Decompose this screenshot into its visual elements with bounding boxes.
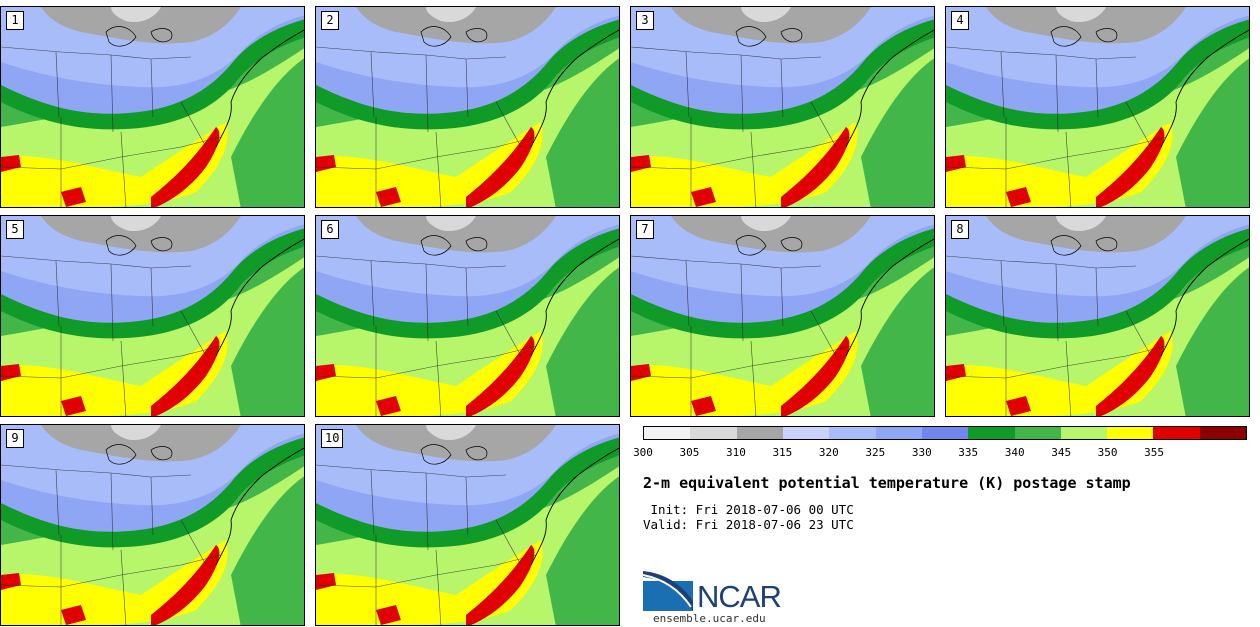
- colorbar-segment: [782, 427, 830, 439]
- map-panel-7: 7: [630, 215, 935, 417]
- map-panel-10: 10: [315, 424, 620, 626]
- panel-label: 7: [636, 220, 654, 239]
- colorbar-tick-label: 330: [911, 446, 932, 459]
- map-panel-8: 8: [945, 215, 1250, 417]
- map-image: [316, 425, 619, 625]
- panel-label: 1: [6, 11, 24, 30]
- colorbar-segment: [875, 427, 922, 439]
- colorbar-segment: [968, 427, 1015, 439]
- colorbar-tick-label: 310: [725, 446, 746, 459]
- map-image: [631, 216, 934, 416]
- colorbar-tick-label: 350: [1097, 446, 1118, 459]
- ncar-logo-text: NCAR: [697, 579, 782, 614]
- ncar-logo-icon: [643, 571, 693, 611]
- colorbar-segment: [1060, 427, 1108, 439]
- panel-label: 6: [321, 220, 339, 239]
- panel-label: 8: [951, 220, 969, 239]
- colorbar-segment: [644, 427, 691, 439]
- colorbar-segment: [1014, 427, 1061, 439]
- colorbar-tick-label: 315: [772, 446, 793, 459]
- colorbar-segment: [1199, 427, 1247, 439]
- colorbar-tick-label: 340: [1004, 446, 1025, 459]
- colorbar-tick-label: 345: [1051, 446, 1072, 459]
- ncar-url: ensemble.ucar.edu: [653, 612, 766, 625]
- map-panel-2: 2: [315, 6, 620, 208]
- colorbar-segment: [829, 427, 876, 439]
- colorbar: [643, 426, 1247, 440]
- panel-label: 3: [636, 11, 654, 30]
- colorbar-segment: [1153, 427, 1200, 439]
- map-panel-9: 9: [0, 424, 305, 626]
- colorbar-tick-label: 325: [865, 446, 886, 459]
- map-image: [316, 216, 619, 416]
- map-panel-6: 6: [315, 215, 620, 417]
- panel-label: 2: [321, 11, 339, 30]
- colorbar-ticks: 300 305 310 315 320 325 330 335 340 345 350 355: [633, 446, 1247, 460]
- map-image: [1, 216, 304, 416]
- init-time: Init: Fri 2018-07-06 00 UTC: [643, 502, 854, 517]
- map-image: [1, 425, 304, 625]
- colorbar-tick-label: 300: [633, 446, 653, 459]
- colorbar-segment: [921, 427, 969, 439]
- colorbar-tick-label: 355: [1144, 446, 1164, 459]
- panel-label: 10: [321, 429, 344, 448]
- map-panel-5: 5: [0, 215, 305, 417]
- panel-label: 5: [6, 220, 24, 239]
- map-panel-4: 4: [945, 6, 1250, 208]
- map-image: [946, 7, 1249, 207]
- colorbar-tick-label: 305: [679, 446, 700, 459]
- colorbar-segment: [1107, 427, 1154, 439]
- map-image: [316, 7, 619, 207]
- colorbar-tick-label: 320: [818, 446, 839, 459]
- figure-title: 2-m equivalent potential temperature (K)…: [643, 474, 1131, 492]
- map-image: [1, 7, 304, 207]
- map-image: [946, 216, 1249, 416]
- colorbar-segment: [736, 427, 783, 439]
- valid-time: Valid: Fri 2018-07-06 23 UTC: [643, 517, 854, 532]
- colorbar-segment: [690, 427, 737, 439]
- panel-label: 4: [951, 11, 969, 30]
- map-panel-3: 3: [630, 6, 935, 208]
- map-panel-1: 1: [0, 6, 305, 208]
- panel-label: 9: [6, 429, 24, 448]
- colorbar-tick-label: 335: [958, 446, 979, 459]
- map-image: [631, 7, 934, 207]
